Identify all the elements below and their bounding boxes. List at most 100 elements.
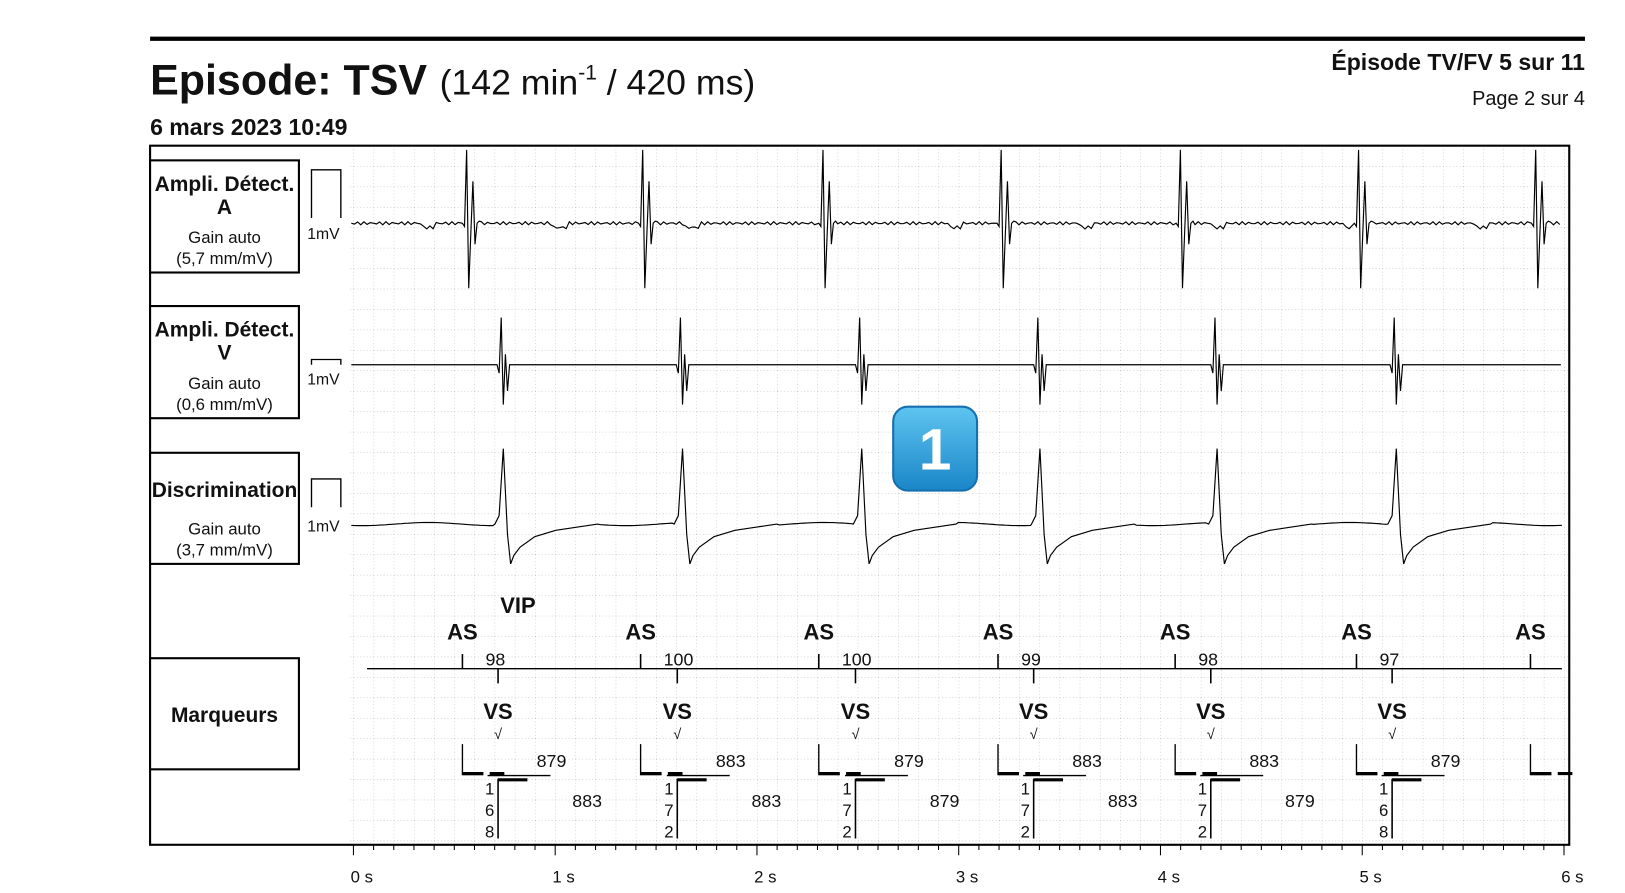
marker-label: AS [983,619,1014,644]
marker-check: √ [851,727,860,743]
egm-atrial [351,149,1561,289]
channel-sub: V [218,342,232,365]
markers-title: Marqueurs [171,704,278,727]
vip-label: VIP [500,593,535,618]
channel-title: Ampli. Détect. [155,318,295,341]
marker-interval: 883 [716,751,746,771]
grid [349,145,1570,845]
scale: (5,7 mm/mV) [176,249,273,268]
marker-interval: 97 [1380,650,1400,670]
calibration-label: 1mV [307,372,340,389]
marker-label: AS [804,619,835,644]
marker-interval: 98 [485,650,505,670]
marker-interval: 879 [894,751,924,771]
marker-digit: 1 [1198,779,1207,798]
title-main: Episode: TSV [150,56,427,104]
marker-digit: 1 [842,779,851,798]
badge: 1 [892,405,979,492]
marker-digit: 2 [842,822,851,841]
label-box [149,451,300,565]
calibration-label: 1mV [307,226,340,243]
marker-check: √ [494,727,503,743]
marker-label: VS [1019,699,1048,724]
label-box [149,305,300,420]
title: Episode: TSV (142 min-1 / 420 ms) [150,56,755,104]
episode-count: Épisode TV/FV 5 sur 11 [1331,48,1585,75]
label-box [149,159,300,274]
marker-digit: 6 [485,801,494,820]
marker-label: AS [1515,619,1546,644]
marker-digit: 7 [1021,801,1030,820]
marker-interval: 879 [1431,751,1461,771]
time-label: 4 s [1158,868,1180,887]
calibration-label: 1mV [307,518,340,535]
marker-check: √ [1207,727,1216,743]
time-label: 5 s [1359,868,1381,887]
marker-digit: 8 [485,822,494,841]
rate-exp: -1 [578,62,597,85]
marker-check: √ [1030,727,1039,743]
marker-digit: 1 [664,779,673,798]
marker-label: VS [483,699,512,724]
gain: Gain auto [188,520,261,539]
date: 6 mars 2023 10:49 [150,114,347,140]
marker-interval: 100 [664,650,694,670]
marker-label: VS [1377,699,1406,724]
marker-interval: 883 [1249,751,1279,771]
marker-check: √ [1388,727,1397,743]
marker-interval: 100 [842,650,872,670]
marker-interval: 883 [752,791,782,811]
marker-label: AS [1160,619,1191,644]
marker-interval: 879 [1285,791,1315,811]
marker-interval: 98 [1198,650,1218,670]
marker-digit: 2 [664,822,673,841]
marker-digit: 7 [842,801,851,820]
marker-interval: 883 [1108,791,1138,811]
marker-interval: 879 [537,751,567,771]
egm-ventricular [351,317,1561,405]
marker-digit: 6 [1379,801,1388,820]
marker-label: VS [841,699,870,724]
calibration-pulse [310,358,342,365]
marker-label: AS [447,619,478,644]
egm-discrimination [351,448,1562,565]
badge-box [892,405,979,492]
gain: Gain auto [188,228,261,247]
marker-digit: 1 [1379,779,1388,798]
channel-sub: A [217,196,232,219]
gain: Gain auto [188,374,261,393]
time-label: 1 s [552,868,574,887]
marker-check: √ [673,727,682,743]
marker-digit: 2 [1198,822,1207,841]
time-label: 2 s [754,868,776,887]
scale: (3,7 mm/mV) [176,541,273,560]
channel-title: Discrimination [152,479,298,502]
marker-digit: 1 [1021,779,1030,798]
rate-tail: / 420 ms) [597,62,755,102]
time-label: 3 s [956,868,978,887]
marker-label: VS [1196,699,1225,724]
calibration-pulse [310,478,342,508]
rate: (142 min [440,62,579,102]
time-label: 6 s [1561,868,1583,887]
marker-digit: 7 [1198,801,1207,820]
time-label: 0 s [351,868,373,887]
page-number: Page 2 sur 4 [1472,88,1585,110]
marker-interval: 99 [1021,650,1041,670]
marker-digit: 1 [485,779,494,798]
label-box [149,657,300,771]
scale: (0,6 mm/mV) [176,395,273,414]
marker-interval: 879 [930,791,960,811]
marker-label: AS [1341,619,1372,644]
channel-title: Ampli. Détect. [155,173,295,196]
marker-digit: 7 [664,801,673,820]
marker-digit: 8 [1379,822,1388,841]
marker-label: VS [663,699,692,724]
marker-interval: 883 [1072,751,1102,771]
badge-number: 1 [919,418,952,483]
marker-label: AS [625,619,656,644]
marker-interval: 883 [572,791,602,811]
marker-digit: 2 [1021,822,1030,841]
